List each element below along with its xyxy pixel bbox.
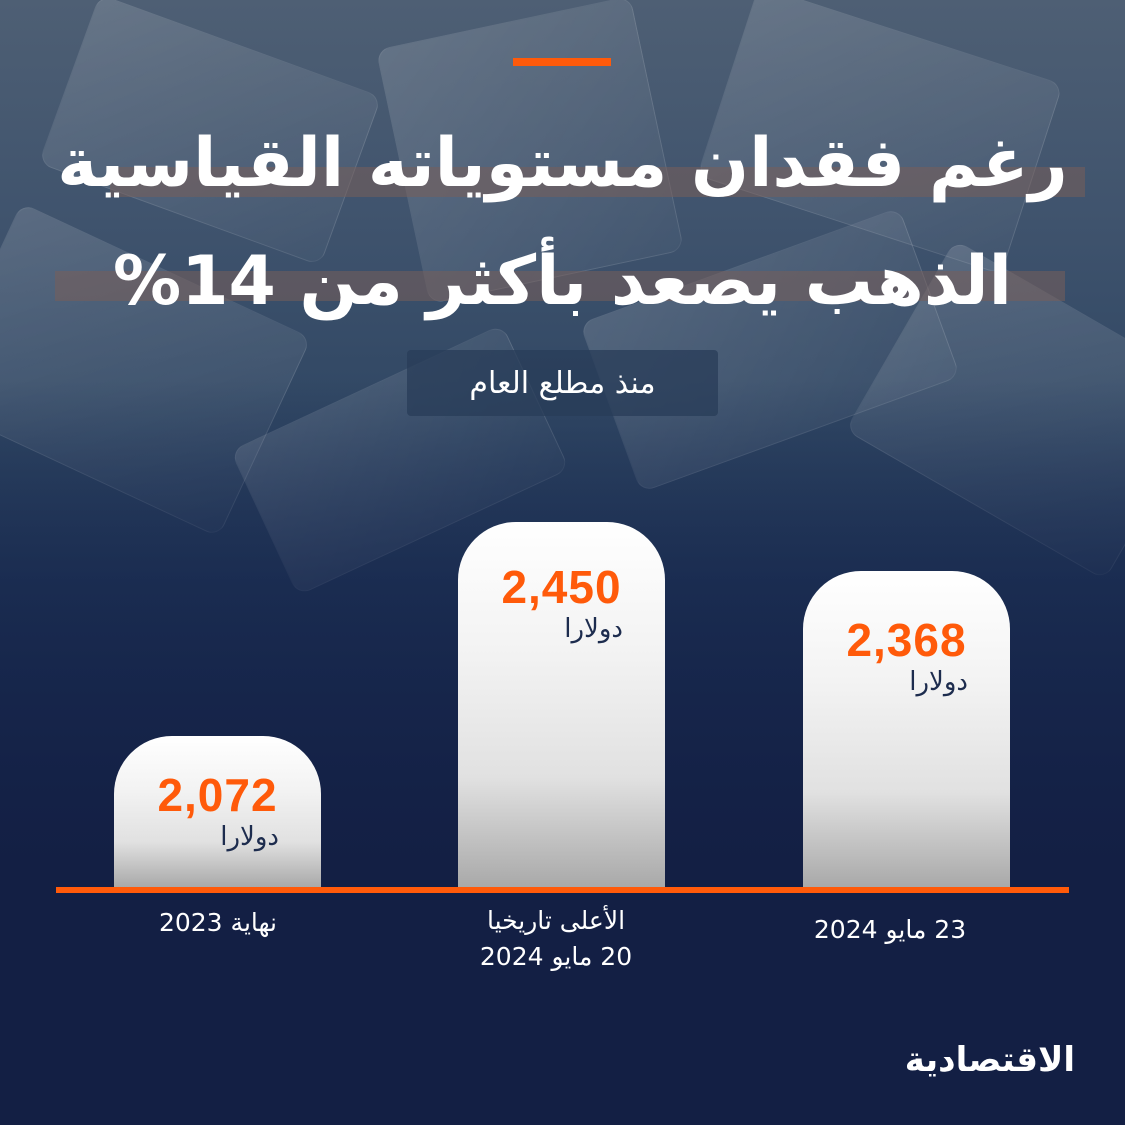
title-accent-line [513, 58, 611, 66]
subtitle-badge: منذ مطلع العام [407, 350, 718, 416]
bar-unit: دولارا [220, 822, 279, 852]
bar-23-may-2024: 2,368 دولارا [803, 571, 1010, 887]
bar-end-2023: 2,072 دولارا [114, 736, 321, 887]
chart-baseline [56, 887, 1069, 893]
x-label-all-time-high: الأعلى تاريخيا 20 مايو 2024 [426, 903, 686, 975]
title-line-2: الذهب يصعد بأكثر من 14% [113, 242, 1012, 321]
x-label-line: نهاية 2023 [158, 908, 278, 937]
bar-value: 2,450 [501, 561, 622, 613]
subtitle-text: منذ مطلع العام [469, 365, 656, 401]
x-label-end-2023: نهاية 2023 [88, 905, 348, 941]
bar-unit: دولارا [909, 667, 968, 697]
bar-unit: دولارا [564, 614, 623, 644]
title-highlight-line1 [110, 167, 1085, 197]
bar-value: 2,368 [846, 614, 967, 666]
x-label-line: 20 مايو 2024 [479, 942, 633, 971]
bar-value: 2,072 [157, 769, 278, 821]
brand-logo: الاقتصادية [904, 1040, 1075, 1080]
x-label-line: الأعلى تاريخيا [486, 906, 626, 935]
title-line-1: رغم فقدان مستوياته القياسية [57, 124, 1068, 203]
x-label-23-may-2024: 23 مايو 2024 [760, 912, 1020, 948]
page-title: رغم فقدان مستوياته القياسية الذهب يصعد ب… [0, 105, 1125, 341]
x-label-line: 23 مايو 2024 [813, 915, 967, 944]
bar-all-time-high: 2,450 دولارا [458, 522, 665, 887]
title-highlight-line2 [55, 271, 1065, 301]
